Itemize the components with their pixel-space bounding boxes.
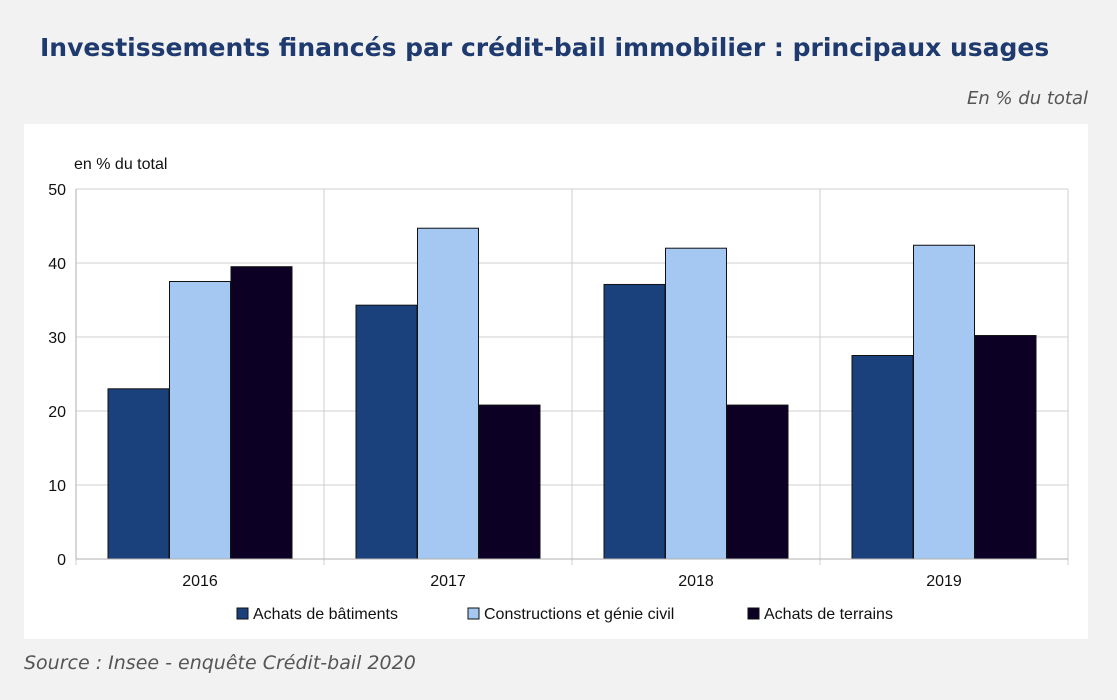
axes: 0 10 20 30 40 50 2016 2017 2018 2019: [48, 182, 1068, 590]
legend-swatch: [467, 607, 480, 620]
bar: [726, 404, 789, 560]
bar: [665, 247, 727, 560]
x-tick-label: 2016: [182, 573, 218, 590]
y-tick-label: 20: [48, 404, 66, 421]
bar: [169, 281, 231, 560]
unit-note: En % du total: [966, 88, 1088, 109]
bar: [417, 227, 479, 560]
bar: [107, 388, 170, 560]
source-note: Source : Insee - enquête Crédit-bail 202…: [24, 652, 416, 674]
bars: [107, 227, 1037, 560]
page-title: Investissements financés par crédit-bail…: [40, 33, 1050, 62]
x-tick-label: 2019: [926, 573, 962, 590]
bar: [603, 283, 666, 560]
legend-label: Achats de terrains: [764, 606, 893, 623]
bar: [478, 404, 541, 560]
bar: [851, 355, 914, 560]
x-tick-label: 2017: [430, 573, 466, 590]
y-tick-label: 0: [57, 552, 66, 569]
bar: [355, 304, 418, 560]
legend-label: Constructions et génie civil: [484, 606, 674, 623]
y-tick-label: 50: [48, 182, 66, 199]
bar: [974, 335, 1037, 560]
bar-chart: en % du total 0 10 20 30 40 50 2016 2017 2018 201…: [48, 156, 1069, 623]
y-tick-label: 30: [48, 330, 66, 347]
y-tick-label: 10: [48, 478, 66, 495]
bar: [230, 266, 293, 560]
chart-panel: en % du total 0 10 20 30 40 50 2016 2017 2018 201…: [24, 124, 1088, 639]
legend: Achats de bâtiments Constructions et géni…: [236, 606, 893, 623]
y-axis-label: en % du total: [74, 156, 167, 173]
bar: [913, 244, 975, 560]
x-tick-label: 2018: [678, 573, 714, 590]
legend-label: Achats de bâtiments: [253, 606, 398, 623]
y-tick-label: 40: [48, 256, 66, 273]
legend-swatch: [236, 607, 249, 620]
legend-swatch: [747, 607, 760, 620]
